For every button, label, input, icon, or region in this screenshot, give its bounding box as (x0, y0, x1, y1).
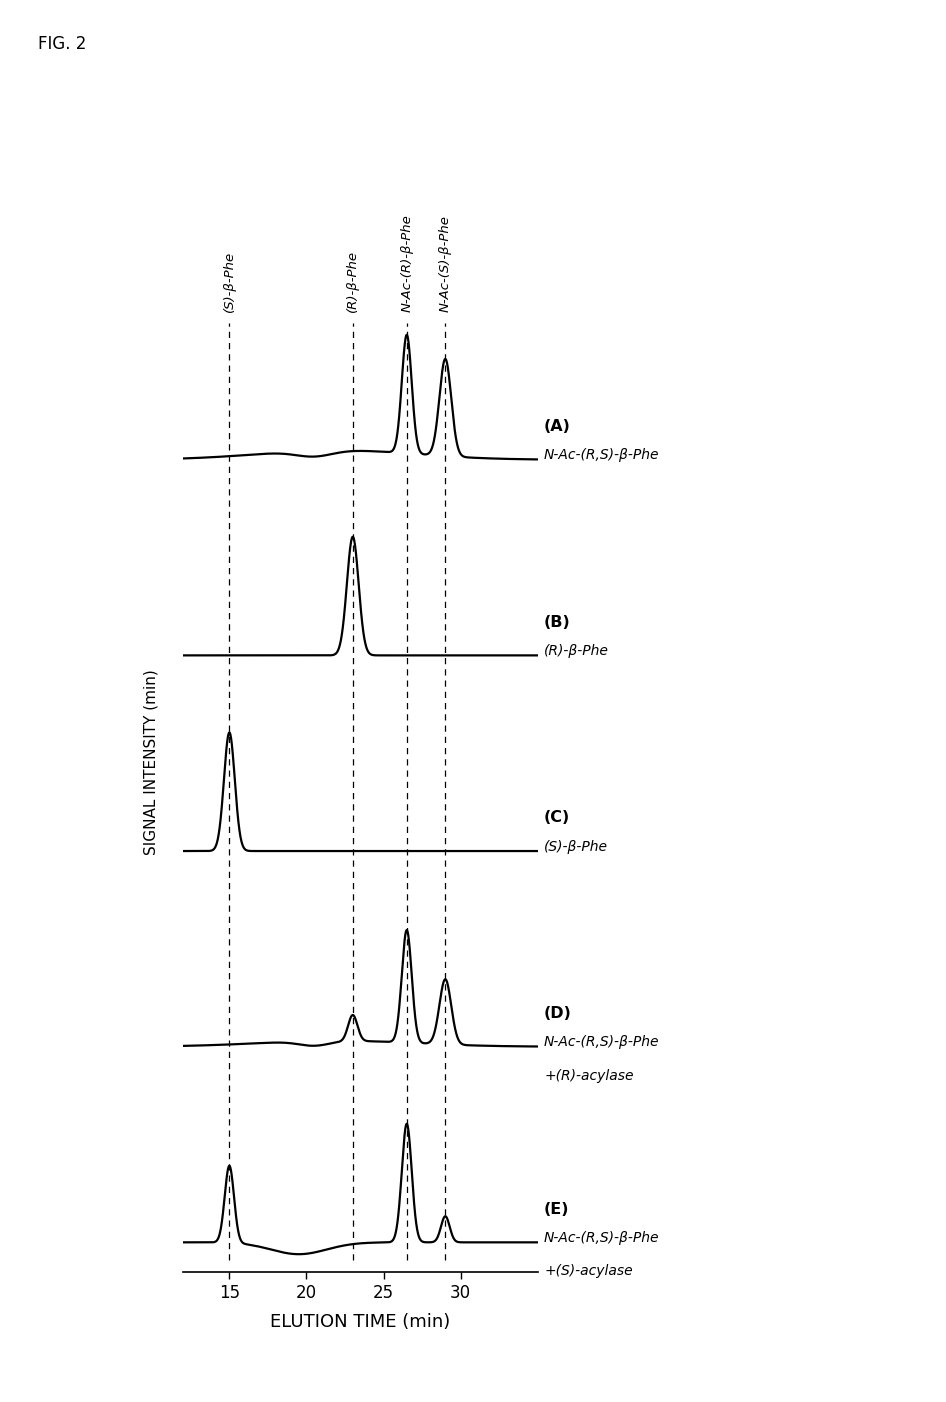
Text: +(R)-acylase: +(R)-acylase (544, 1068, 634, 1082)
Text: N-Ac-(R,S)-β-Phe: N-Ac-(R,S)-β-Phe (544, 1035, 659, 1049)
Text: N-Ac-(R,S)-β-Phe: N-Ac-(R,S)-β-Phe (544, 449, 659, 463)
Text: (B): (B) (544, 614, 570, 629)
Text: N-Ac-(S)-β-Phe: N-Ac-(S)-β-Phe (439, 215, 452, 311)
Text: FIG. 2: FIG. 2 (38, 35, 86, 53)
Text: (R)-β-Phe: (R)-β-Phe (346, 250, 359, 311)
Text: N-Ac-(R,S)-β-Phe: N-Ac-(R,S)-β-Phe (544, 1231, 659, 1245)
Text: (E): (E) (544, 1202, 569, 1217)
Text: (C): (C) (544, 810, 570, 826)
Text: SIGNAL INTENSITY (min): SIGNAL INTENSITY (min) (144, 669, 159, 855)
Text: (R)-β-Phe: (R)-β-Phe (544, 644, 609, 658)
Text: (A): (A) (544, 419, 571, 435)
Text: (S)-β-Phe: (S)-β-Phe (544, 840, 608, 854)
Text: (D): (D) (544, 1005, 572, 1021)
Text: (S)-β-Phe: (S)-β-Phe (223, 251, 236, 311)
Text: N-Ac-(R)-β-Phe: N-Ac-(R)-β-Phe (400, 215, 413, 311)
X-axis label: ELUTION TIME (min): ELUTION TIME (min) (271, 1312, 450, 1330)
Text: +(S)-acylase: +(S)-acylase (544, 1263, 633, 1277)
